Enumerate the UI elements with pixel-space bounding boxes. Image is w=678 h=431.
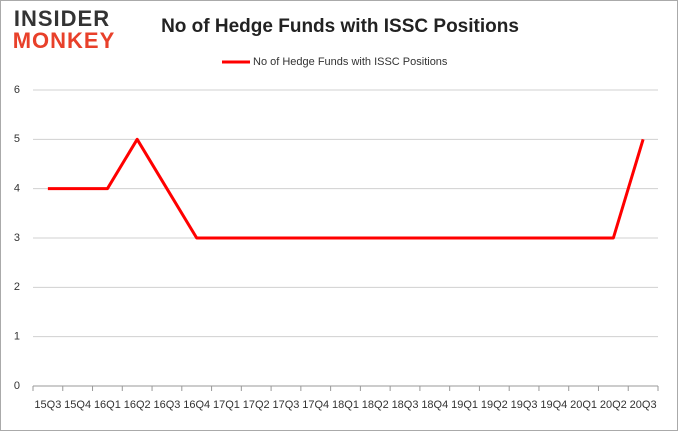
y-tick-label: 6 [14, 84, 20, 96]
x-tick-label: 17Q4 [302, 399, 329, 411]
y-tick-label: 2 [14, 281, 20, 293]
x-tick-label: 18Q2 [362, 399, 389, 411]
y-tick-label: 0 [14, 380, 20, 392]
x-tick-label: 17Q3 [273, 399, 300, 411]
x-tick-label: 16Q2 [124, 399, 151, 411]
y-tick-label: 1 [14, 331, 20, 343]
x-tick-label: 15Q3 [34, 399, 61, 411]
y-tick-label: 3 [14, 232, 20, 244]
legend-label: No of Hedge Funds with ISSC Positions [253, 56, 448, 68]
series-line [47, 137, 645, 240]
y-tick-label: 4 [14, 183, 20, 195]
x-tick-label: 19Q3 [511, 399, 538, 411]
x-tick-label: 20Q2 [600, 399, 627, 411]
chart-title: No of Hedge Funds with ISSC Positions [161, 16, 519, 37]
x-tick-label: 19Q2 [481, 399, 508, 411]
x-tick-label: 18Q4 [421, 399, 448, 411]
x-tick-label: 20Q1 [570, 399, 597, 411]
x-tick-label: 16Q3 [153, 399, 180, 411]
logo-bottom: MONKEY [13, 28, 116, 53]
x-tick-label: 15Q4 [64, 399, 91, 411]
x-tick-label: 17Q1 [213, 399, 240, 411]
x-tick-label: 16Q4 [183, 399, 210, 411]
x-tick-label: 18Q1 [332, 399, 359, 411]
x-tick-label: 19Q1 [451, 399, 478, 411]
x-tick-label: 20Q3 [630, 399, 657, 411]
x-tick-label: 19Q4 [540, 399, 567, 411]
x-tick-label: 17Q2 [243, 399, 270, 411]
x-tick-label: 16Q1 [94, 399, 121, 411]
x-tick-label: 18Q3 [392, 399, 419, 411]
logo-top: INSIDER [14, 6, 110, 31]
y-tick-label: 5 [14, 133, 20, 145]
